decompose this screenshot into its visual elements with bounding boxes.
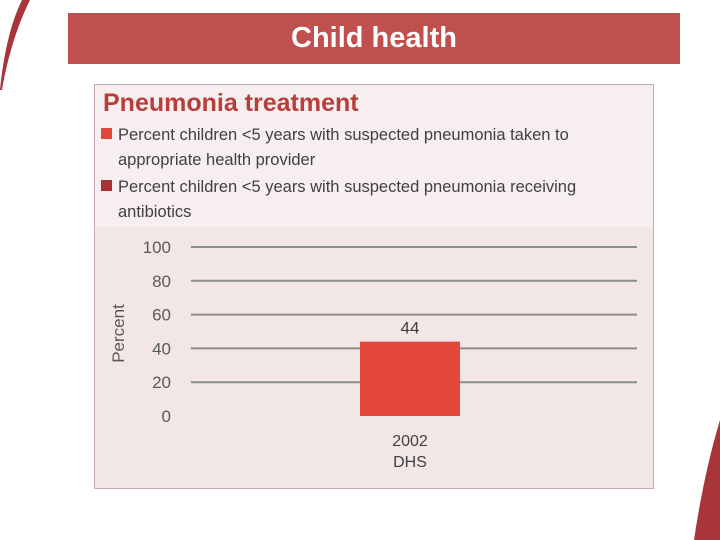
- legend-swatch: [101, 180, 112, 191]
- data-label: 44: [401, 319, 420, 338]
- chart-title: Pneumonia treatment: [103, 89, 359, 117]
- corner-decoration: [0, 0, 30, 90]
- chart-plot: 0 20 40 60 80 100 Percent 44 2002 DHS: [109, 238, 637, 471]
- page-title: Child health: [68, 13, 680, 64]
- legend-item: Percent children <5 years with suspected…: [101, 123, 621, 175]
- corner-decoration-bottom: [694, 420, 720, 540]
- legend-label: Percent children <5 years with suspected…: [118, 178, 577, 221]
- x-tick-label: 2002: [392, 433, 428, 450]
- y-tick-label: 60: [152, 306, 171, 325]
- y-tick-label: 20: [152, 373, 171, 392]
- legend-swatch: [101, 128, 112, 139]
- chart-panel: Pneumonia treatment Percent children <5 …: [94, 84, 654, 489]
- y-tick-label: 80: [152, 272, 171, 291]
- chart-header-area: [95, 85, 653, 227]
- y-tick-label: 40: [152, 339, 171, 358]
- y-tick-label: 0: [162, 407, 171, 426]
- x-tick-label: DHS: [393, 454, 427, 471]
- y-axis-label: Percent: [109, 304, 128, 363]
- bar: [360, 341, 460, 416]
- y-tick-label: 100: [143, 238, 171, 257]
- legend-label: Percent children <5 years with suspected…: [118, 126, 569, 169]
- legend-item: Percent children <5 years with suspected…: [101, 175, 621, 227]
